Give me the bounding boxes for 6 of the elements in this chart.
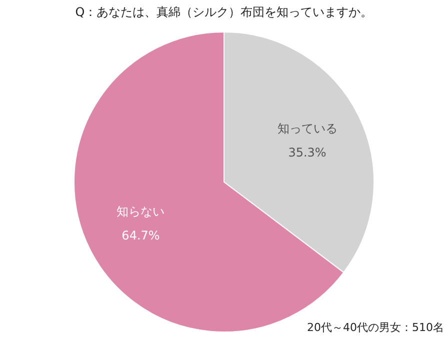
data-label: 64.7% [122,228,160,242]
slice-label: 知らない [116,204,165,218]
slice-label: 知っている [277,122,338,136]
data-label: 35.3% [288,146,326,160]
text: 20代～40代の男女：510名 [307,321,444,334]
chart-title: Q：あなたは、真綿（シルク）布団を知っていますか。 [75,5,373,19]
